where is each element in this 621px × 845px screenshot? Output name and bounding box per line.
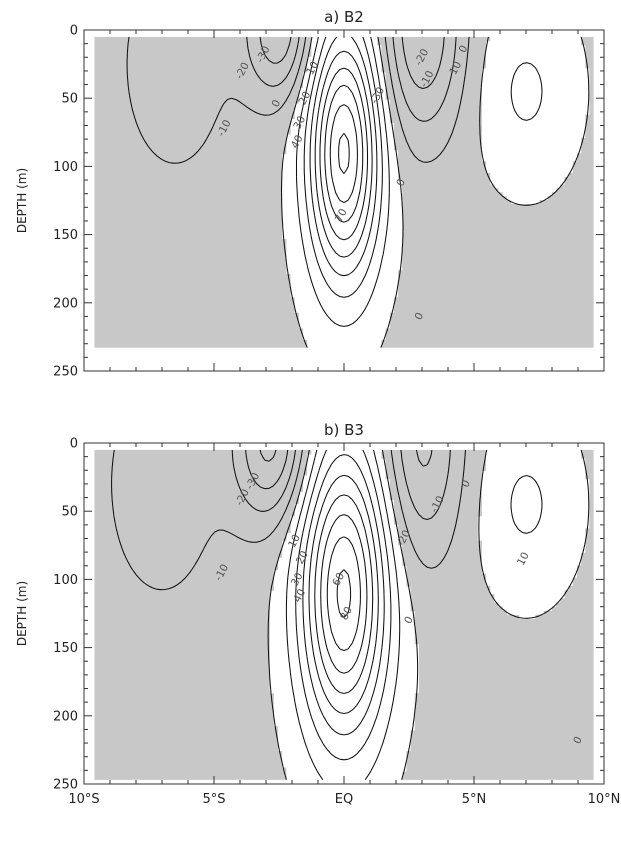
y-tick-label: 100 <box>53 573 78 588</box>
contour-line-60 <box>324 84 364 223</box>
y-axis-label: DEPTH (m) <box>15 168 29 233</box>
contour-label: 10 <box>304 59 321 76</box>
contour-line-40 <box>314 50 373 258</box>
contour-line--20 <box>231 449 451 521</box>
y-axis-label: DEPTH (m) <box>15 581 29 646</box>
y-tick-label: 150 <box>53 228 78 243</box>
contour-line-50 <box>319 67 369 241</box>
contour-line--20 <box>246 36 457 122</box>
negative-shading <box>94 36 594 348</box>
contour-line-40 <box>308 474 379 715</box>
contour-label: 0 <box>571 735 585 747</box>
contour-label: 30 <box>289 571 306 588</box>
contour-label: 70 <box>333 207 350 224</box>
y-tick-label: 50 <box>61 92 78 107</box>
contour-label: 20 <box>297 89 314 106</box>
contour-line--10 <box>111 449 467 591</box>
y-tick-label: 250 <box>53 365 78 380</box>
contour-line-20 <box>295 449 392 761</box>
x-tick-label: 10°N <box>588 792 621 807</box>
contour-line-50 <box>314 494 374 694</box>
negative-shading <box>94 449 594 780</box>
contour-label: 10 <box>286 532 303 549</box>
contour-line--40 <box>259 449 277 462</box>
x-tick-label: 10°S <box>68 792 99 807</box>
contour-line-70 <box>326 536 361 652</box>
contour-label: 40 <box>291 587 308 604</box>
contour-line-70 <box>329 104 358 204</box>
contour-line-60 <box>320 514 368 674</box>
contour-label: 10 <box>515 550 532 567</box>
contour-label: 0 <box>459 478 473 490</box>
plot-area <box>94 449 594 780</box>
contour-label: 0 <box>413 311 427 323</box>
contour-label: 0 <box>402 615 416 627</box>
contour-line-80 <box>338 132 350 174</box>
contour-label: 80 <box>338 605 355 622</box>
y-tick-label: 250 <box>53 778 78 793</box>
y-tick-label: 50 <box>61 505 78 520</box>
contour-label: -30 <box>368 85 387 106</box>
contour-line--10 <box>126 36 470 164</box>
contour-label: 0 <box>457 43 471 55</box>
contour-label: 0 <box>270 98 284 110</box>
contour-label: 20 <box>294 549 311 566</box>
y-tick-label: 150 <box>53 641 78 656</box>
contour-line--30 <box>259 36 445 90</box>
contour-label: 0 <box>394 177 408 189</box>
y-tick-label: 200 <box>53 709 78 724</box>
contour-line-0 <box>267 449 590 780</box>
y-tick-label: 0 <box>70 24 78 39</box>
contour-line-10 <box>285 449 543 780</box>
x-tick-label: EQ <box>335 792 353 807</box>
contour-label: 10 <box>447 59 464 76</box>
y-tick-label: 0 <box>70 437 78 452</box>
panel-b2: -30-20-100102030407000-30-20-10100050100… <box>15 8 605 380</box>
x-tick-label: 5°S <box>202 792 225 807</box>
panel-b3: -30-20-101020304080600-20-10010005010015… <box>15 421 620 807</box>
contour-line-30 <box>302 454 385 736</box>
contour-label: 60 <box>330 571 347 588</box>
panel-title: b) B3 <box>324 421 364 439</box>
panel-title: a) B2 <box>324 8 364 26</box>
y-tick-label: 100 <box>53 160 78 175</box>
contour-label: 30 <box>291 114 308 131</box>
contour-line--30 <box>245 449 433 490</box>
contour-line-20 <box>303 36 383 298</box>
y-tick-label: 200 <box>53 296 78 311</box>
contour-line-30 <box>309 36 378 277</box>
x-tick-label: 5°N <box>462 792 487 807</box>
contour-label: 40 <box>289 133 306 150</box>
contour-line-10 <box>295 36 543 327</box>
plot-area <box>94 36 594 348</box>
contour-line-80 <box>336 569 352 618</box>
contour-line-0 <box>280 36 590 348</box>
